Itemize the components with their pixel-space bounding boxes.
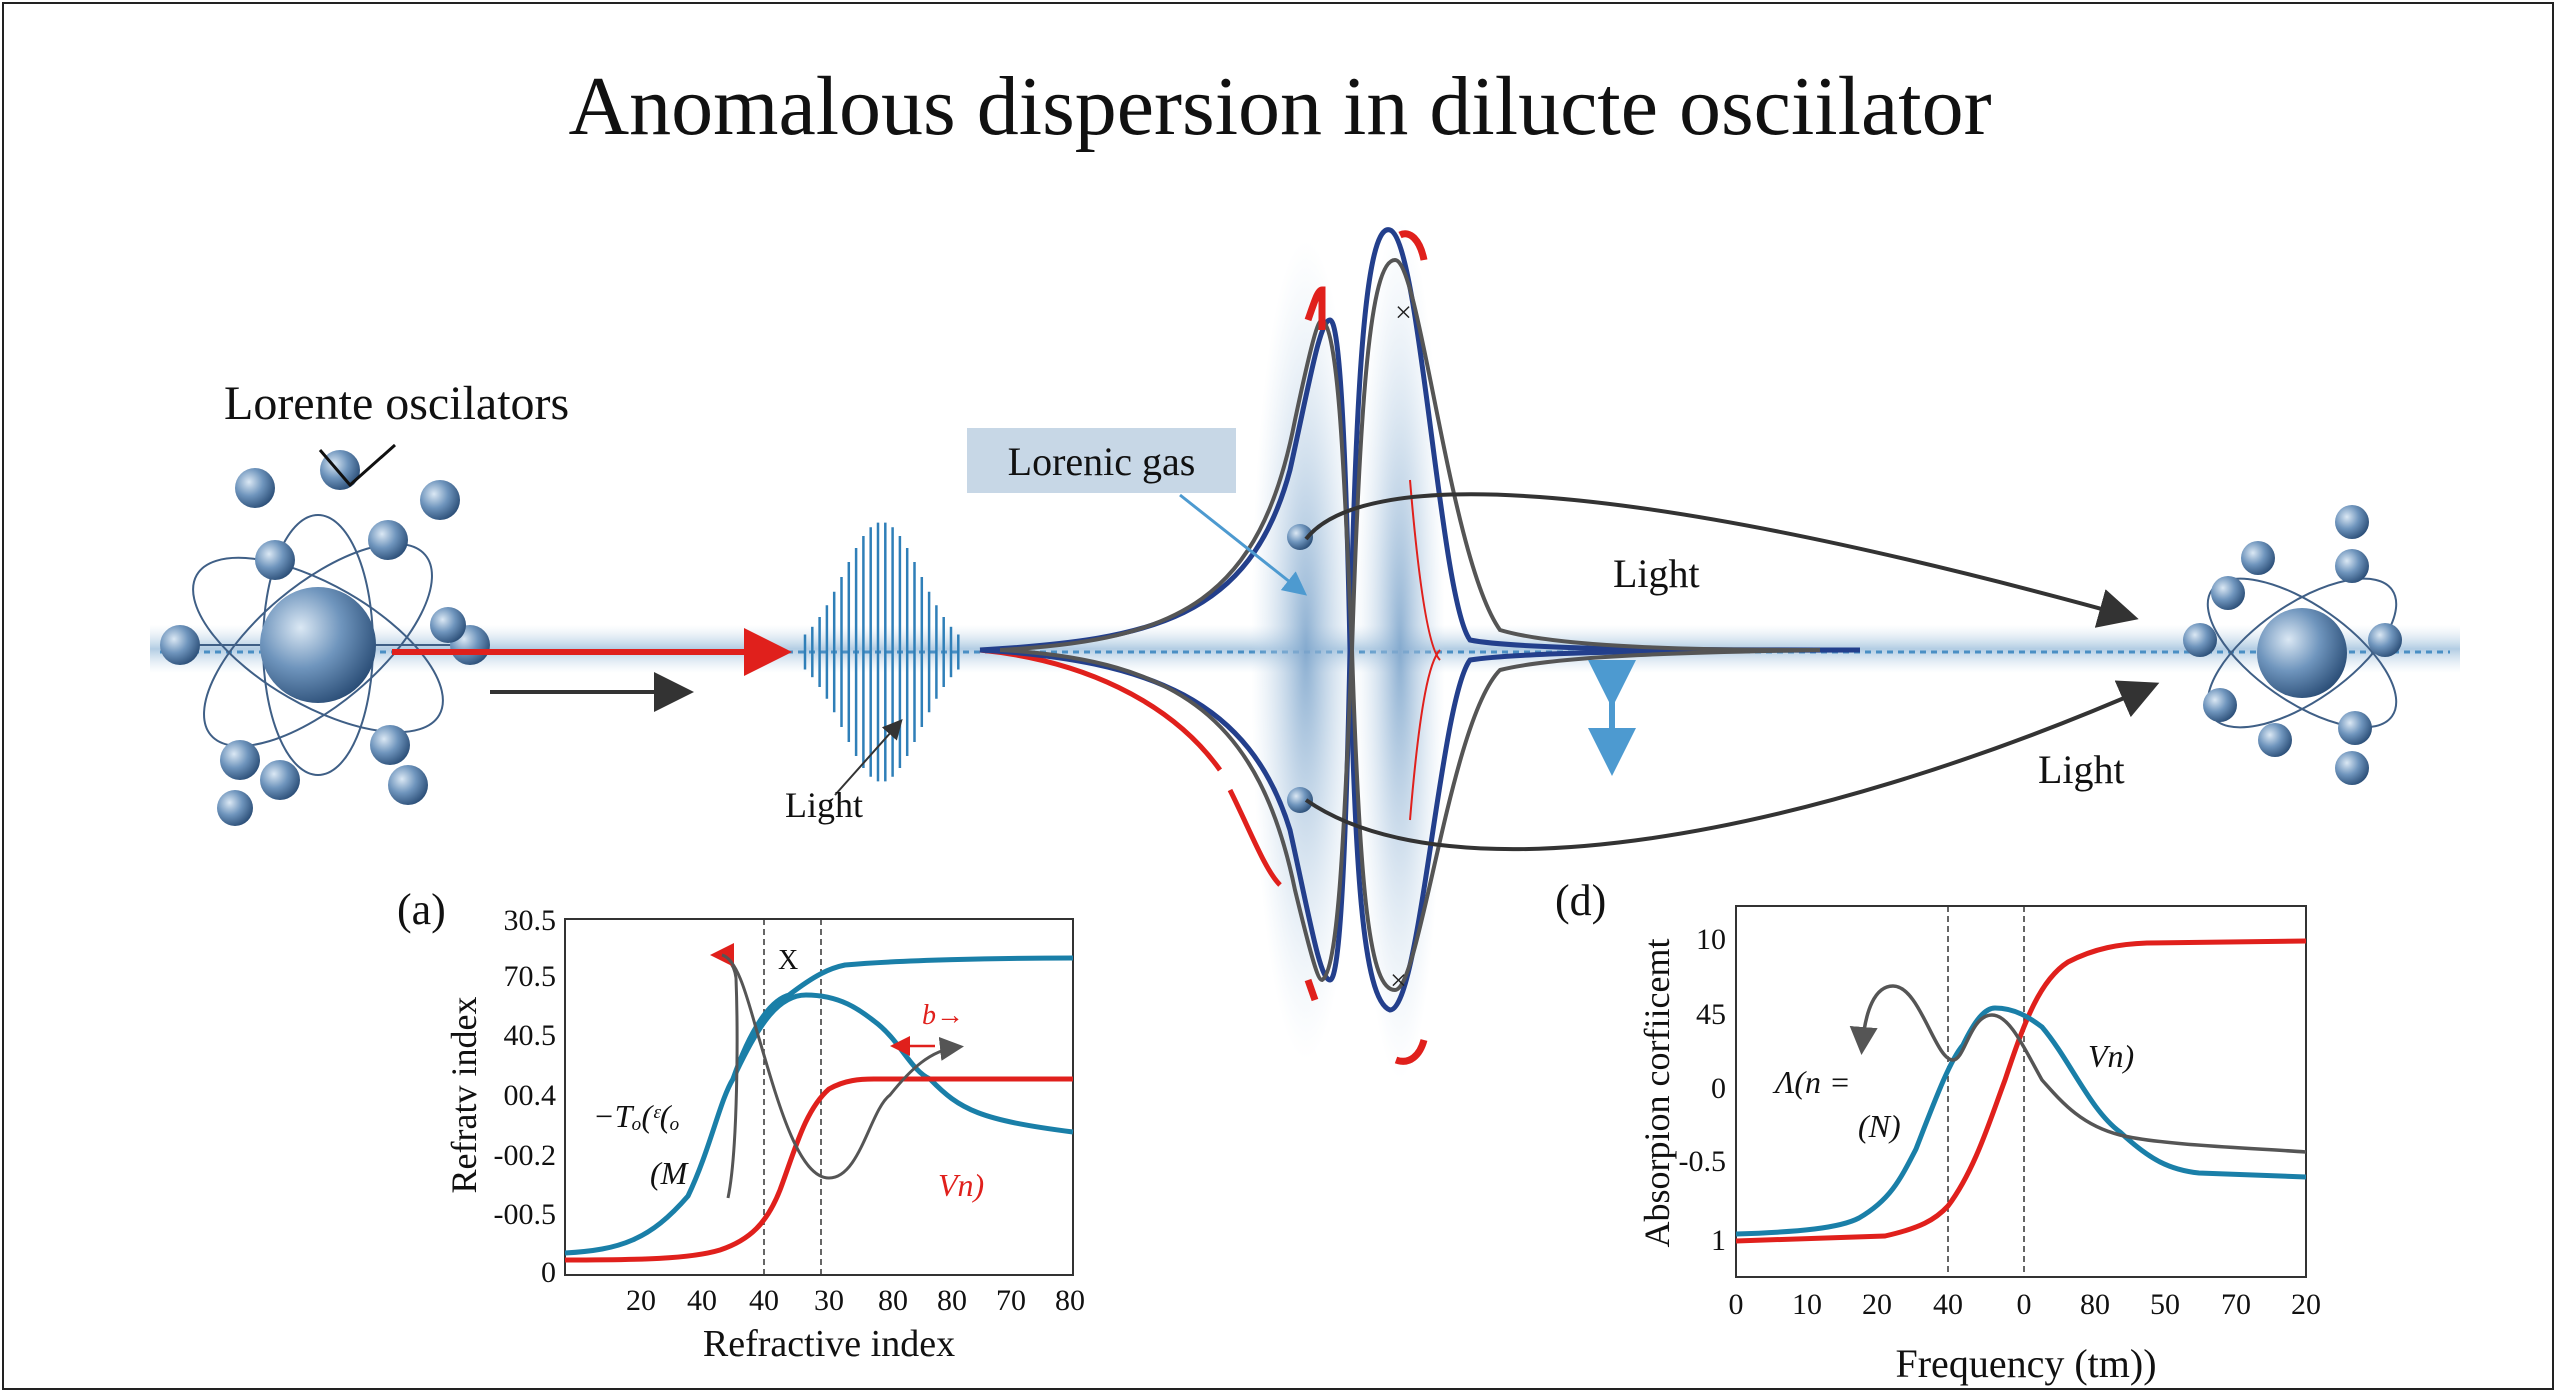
- panel-a-x-tick-label: 30: [814, 1284, 844, 1317]
- panel-a-red-sigmoid: [564, 1076, 1073, 1263]
- panel-d-red-curve: [1735, 938, 2307, 1244]
- panel-d-y-tick-label: 45: [1696, 998, 1726, 1031]
- panel-a-y-tick-label: 30.5: [503, 904, 557, 937]
- gas-label: Lorenic gas: [1007, 439, 1196, 484]
- panel-a-annotation-vn: Vn): [938, 1167, 985, 1203]
- atom-lower: [1287, 787, 1313, 813]
- panel-a-tag: (a): [397, 885, 446, 934]
- panel-d-x-tick-label: 0: [1728, 1288, 1744, 1321]
- wave-pointer-arrow: [834, 719, 903, 796]
- panel-d-y-tick-label: 0: [1711, 1072, 1726, 1105]
- lower-light-arrow: [1304, 680, 2160, 852]
- panel-d-x-tick-label: 20: [1862, 1288, 1892, 1321]
- panel-a-gray-dip: [721, 953, 964, 1180]
- oscillators-label: Lorente oscilators: [224, 377, 570, 430]
- gas-pointer-arrow: [1179, 493, 1308, 596]
- panel-d-x-tick-label: 0: [2016, 1288, 2032, 1321]
- panel-a-x-tick-label: 80: [937, 1284, 967, 1317]
- panel-d-plot: [1735, 905, 2307, 1278]
- panel-a-axes: [564, 918, 1074, 1276]
- marker-x-bottom: ×: [1390, 964, 1407, 997]
- resonance-glow-right: [1355, 220, 1445, 1080]
- panel-d-blue-curve: [1735, 1005, 2307, 1237]
- light-label-lower: Light: [2038, 747, 2125, 792]
- panel-d-xlabel: Frequency (tm)): [1895, 1341, 2157, 1386]
- left-oscillator-atoms: [160, 450, 490, 826]
- panel-a-y-tick-label: 40.5: [503, 1019, 557, 1052]
- panel-d-x-tick-label: 50: [2150, 1288, 2180, 1321]
- panel-d-x-tick-label: 20: [2291, 1288, 2321, 1321]
- panel-d-annotation-lambda: Λ(ᴨ =: [1775, 1064, 1851, 1100]
- figure-title: Anomalous dispersion in dilucte osciilat…: [568, 60, 1992, 153]
- panel-a-xlabel: Refractive index: [702, 1323, 956, 1365]
- panel-a-plot: [564, 918, 1074, 1276]
- panel-a-y-tick-label: 70.5: [503, 960, 557, 993]
- panel-a-x-tick-label: 40: [687, 1284, 717, 1317]
- light-label-packet: Light: [785, 785, 863, 825]
- panel-a-y-tick-label: 0: [541, 1256, 556, 1289]
- panel-d-gray-curve: [1849, 984, 2307, 1154]
- panel-a-x-tick-label: 40: [749, 1284, 779, 1317]
- light-label-upper: Light: [1613, 551, 1700, 596]
- pointer-check-icon: [318, 443, 396, 488]
- panel-d-annotation-n: (N): [1858, 1108, 1901, 1144]
- panel-a-blue-peak: [730, 992, 1074, 1135]
- atom-upper: [1287, 524, 1313, 550]
- panel-d-x-tick-label: 10: [1792, 1288, 1822, 1321]
- panel-a-y-tick-label: -00.2: [493, 1139, 557, 1172]
- panel-d-x-tick-label: 70: [2221, 1288, 2251, 1321]
- panel-a-annotation-t: −Tₒ(ᵋ(ₒ: [593, 1098, 680, 1134]
- upper-light-arrow: [1304, 492, 2139, 628]
- panel-a-blue-sigmoid: [564, 955, 1074, 1256]
- panel-a-x-tick-label: 80: [1055, 1284, 1085, 1317]
- panel-d-annotation-vn: Vn): [2088, 1038, 2135, 1074]
- panel-a-annotation-m: (M: [650, 1155, 688, 1191]
- red-dispersion-tail: [979, 647, 1282, 887]
- panel-d-ylabel: Absorpion corfiicemt: [1637, 938, 1677, 1248]
- panel-d-y-tick-label: 10: [1696, 923, 1726, 956]
- panel-d-y-tick-label: -0.5: [1678, 1145, 1727, 1178]
- panel-a-x-tick-label: 80: [878, 1284, 908, 1317]
- marker-x-top: ×: [1395, 296, 1412, 329]
- resonance-glow-left: [1251, 240, 1361, 1060]
- panel-a-y-tick-label: 00.4: [503, 1079, 557, 1112]
- gas-label-box: [967, 428, 1236, 493]
- panel-a-x-tick-label: 20: [626, 1284, 656, 1317]
- panel-d-y-tick-label: 1: [1711, 1224, 1726, 1257]
- right-oscillator-atoms: [2183, 505, 2402, 785]
- panel-a-annotation-b: b→: [922, 1000, 964, 1031]
- panel-d-x-tick-label: 80: [2080, 1288, 2110, 1321]
- panel-a-annotation-x: X: [778, 945, 799, 976]
- panel-d-x-tick-label: 40: [1933, 1288, 1963, 1321]
- resonance-curves: [979, 227, 1861, 1065]
- panel-a-x-tick-label: 70: [996, 1284, 1026, 1317]
- panel-d-axes: [1735, 905, 2307, 1278]
- panel-a-y-tick-label: -00.5: [493, 1198, 557, 1231]
- panel-d-tag: (d): [1555, 876, 1607, 925]
- panel-a-ylabel: Refratv index: [444, 996, 484, 1194]
